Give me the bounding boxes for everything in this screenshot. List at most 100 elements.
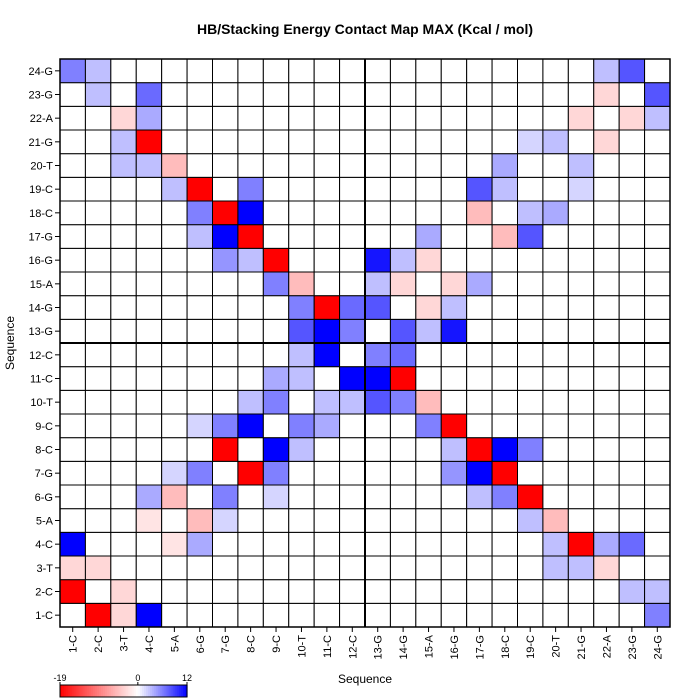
heatmap-cell xyxy=(288,413,315,439)
heatmap-cell xyxy=(567,82,595,107)
y-tick-label: 21-G xyxy=(29,137,53,149)
heatmap-cell xyxy=(593,437,620,462)
heatmap-cell xyxy=(389,271,417,297)
x-tick-label: 4-C xyxy=(144,635,156,653)
x-tick-label: 1-C xyxy=(68,635,80,653)
heatmap-cell xyxy=(466,58,493,84)
heatmap-cell xyxy=(288,531,315,557)
legend-swatch xyxy=(100,685,104,697)
heatmap-cell xyxy=(237,437,264,462)
heatmap-cell xyxy=(364,579,391,604)
x-tick-label: 12-C xyxy=(347,635,359,659)
heatmap-cell xyxy=(517,295,544,320)
x-tick-label: 18-C xyxy=(500,635,512,659)
heatmap-cell xyxy=(542,295,569,320)
heatmap-cell xyxy=(389,224,417,249)
heatmap-cell xyxy=(84,366,112,391)
legend-swatch xyxy=(156,685,159,697)
heatmap-cell xyxy=(186,318,213,344)
heatmap-cell xyxy=(517,508,544,533)
heatmap-cell xyxy=(161,105,188,131)
heatmap-cell xyxy=(313,555,341,581)
heatmap-cell xyxy=(364,484,391,510)
heatmap-cell xyxy=(262,105,290,131)
legend-swatch xyxy=(154,685,157,697)
heatmap-cell xyxy=(517,58,544,84)
heatmap-cell xyxy=(288,484,315,510)
legend-swatch xyxy=(78,685,82,697)
heatmap-cell xyxy=(212,82,239,107)
heatmap-cell xyxy=(567,105,595,131)
heatmap-cell xyxy=(262,484,290,510)
heatmap-cell xyxy=(59,318,86,344)
x-tick-label: 16-G xyxy=(449,635,461,659)
heatmap-cell xyxy=(135,413,163,439)
x-tick-label: 6-G xyxy=(195,635,207,653)
heatmap-cell xyxy=(542,555,569,581)
legend-swatch xyxy=(143,685,147,697)
heatmap-cell xyxy=(186,200,213,226)
heatmap-cell xyxy=(313,271,341,297)
heatmap-cell xyxy=(59,531,86,557)
heatmap-cell xyxy=(440,295,468,320)
heatmap-cell xyxy=(491,153,519,178)
heatmap-cell xyxy=(567,579,595,604)
heatmap-cell xyxy=(364,318,391,344)
heatmap-cell xyxy=(212,413,239,439)
heatmap-cell xyxy=(415,437,442,462)
heatmap-cell xyxy=(161,200,188,226)
legend-border xyxy=(59,684,188,698)
heatmap-cell xyxy=(517,366,544,391)
heatmap-cell xyxy=(110,295,137,320)
heatmap-cell xyxy=(135,531,163,557)
heatmap-cell xyxy=(517,484,544,510)
heatmap-cell xyxy=(212,295,239,320)
heatmap-cell xyxy=(135,271,163,297)
heatmap-cell xyxy=(288,153,315,178)
legend-swatch xyxy=(94,685,98,697)
heatmap-cell xyxy=(135,318,163,344)
heatmap-cell xyxy=(389,531,417,557)
heatmap-cell xyxy=(313,366,341,391)
legend-swatch xyxy=(80,685,84,697)
heatmap-cell xyxy=(262,437,290,462)
legend-tick-label: 12 xyxy=(182,673,192,683)
legend-swatch xyxy=(180,685,184,697)
heatmap-cell xyxy=(517,247,544,273)
heatmap-cell xyxy=(288,602,315,628)
heatmap-cell xyxy=(339,531,366,557)
heatmap-cell xyxy=(288,58,315,84)
heatmap-cell xyxy=(262,342,290,368)
heatmap-cell xyxy=(491,437,519,462)
heatmap-cell xyxy=(59,437,86,462)
heatmap-cell xyxy=(618,484,646,510)
heatmap-cell xyxy=(237,342,264,368)
legend-swatch xyxy=(68,685,71,697)
heatmap-cell xyxy=(389,295,417,320)
heatmap-cell xyxy=(339,176,366,202)
heatmap-cell xyxy=(212,366,239,391)
heatmap-cell xyxy=(593,531,620,557)
heatmap-cell xyxy=(339,484,366,510)
y-tick-label: 5-A xyxy=(36,516,54,528)
heatmap-cell xyxy=(135,200,163,226)
heatmap-cell xyxy=(237,153,264,178)
y-tick-label: 12-C xyxy=(29,350,53,362)
heatmap-cell xyxy=(415,389,442,415)
heatmap-cell xyxy=(262,247,290,273)
heatmap-cell xyxy=(593,484,620,510)
heatmap-cell xyxy=(339,58,366,84)
heatmap-cell xyxy=(618,58,646,84)
heatmap-cell xyxy=(313,129,341,155)
heatmap-cell xyxy=(567,318,595,344)
heatmap-cell xyxy=(110,413,137,439)
heatmap-cell xyxy=(517,437,544,462)
heatmap-cell xyxy=(644,531,671,557)
heatmap-cell xyxy=(59,602,86,628)
heatmap-cell xyxy=(542,271,569,297)
legend-swatch xyxy=(105,685,108,697)
heatmap-cell xyxy=(491,389,519,415)
legend-swatch xyxy=(72,685,75,697)
heatmap-cell xyxy=(491,508,519,533)
heatmap-cell xyxy=(364,295,391,320)
